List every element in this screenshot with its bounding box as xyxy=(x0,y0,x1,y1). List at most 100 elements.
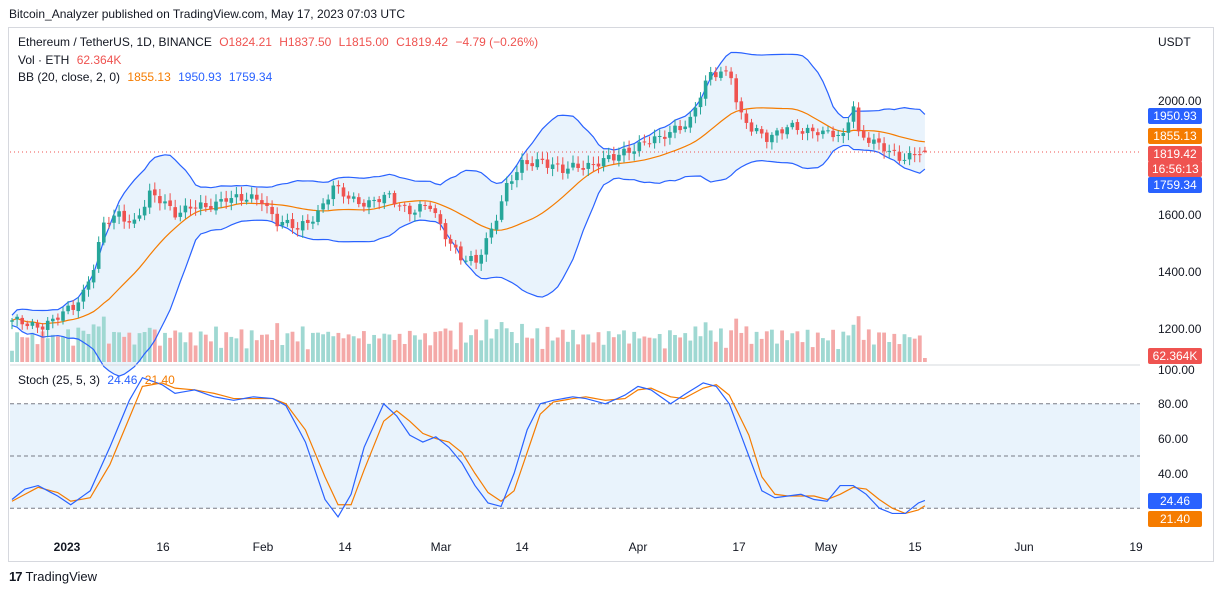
bb-lower-line xyxy=(11,144,926,377)
volume-bar xyxy=(499,322,504,362)
candle-body xyxy=(744,113,749,123)
candle-body xyxy=(576,163,580,169)
candle-body xyxy=(122,210,126,222)
candle-body xyxy=(413,212,417,215)
candle-body xyxy=(45,320,50,330)
volume-bar xyxy=(351,336,356,362)
volume-bar xyxy=(469,335,473,362)
candle-body xyxy=(321,203,325,210)
volume-bar xyxy=(800,342,805,362)
candle-body xyxy=(821,130,825,135)
volume-bar xyxy=(815,332,820,362)
volume-bar xyxy=(56,336,60,362)
candle-body xyxy=(561,164,565,173)
candle-body xyxy=(668,132,672,138)
volume-bar xyxy=(275,323,280,362)
volume-bar xyxy=(433,331,438,362)
candle-body xyxy=(759,129,764,134)
candle-body xyxy=(392,192,397,205)
volume-bar xyxy=(209,341,213,362)
volume-bar xyxy=(785,340,790,362)
volume-bar xyxy=(668,330,672,362)
candle-body xyxy=(224,198,228,202)
volume-bar xyxy=(515,343,519,362)
candle-body xyxy=(555,163,560,165)
time-label-may15: 15 xyxy=(908,540,922,554)
stoch-tick-80: 80.00 xyxy=(1158,397,1189,411)
volume-bar xyxy=(688,340,693,362)
volume-bar xyxy=(341,338,346,362)
candle-body xyxy=(453,244,458,248)
candle-body xyxy=(754,128,759,132)
candle-body xyxy=(867,137,871,143)
candle-body xyxy=(617,154,621,161)
candle-body xyxy=(66,305,70,312)
volume-bar xyxy=(178,332,183,362)
volume-bar xyxy=(260,334,264,362)
volume-bar xyxy=(770,329,774,362)
candle-body xyxy=(280,221,285,226)
volume-bar xyxy=(617,334,621,362)
candle-body xyxy=(418,204,422,212)
volume-bar xyxy=(132,344,137,362)
volume-bar xyxy=(729,330,733,362)
volume-bar xyxy=(652,338,657,362)
candle-body xyxy=(387,193,392,195)
candle-body xyxy=(622,148,626,156)
candle-body xyxy=(887,150,891,152)
volume-bar xyxy=(203,334,208,362)
tradingview-brand[interactable]: 17 TradingView xyxy=(9,569,97,584)
candle-body xyxy=(336,185,341,187)
candle-body xyxy=(244,199,249,202)
candle-body xyxy=(443,223,448,240)
volume-bar xyxy=(836,349,841,362)
candle-body xyxy=(102,222,106,243)
bb-mid-line xyxy=(11,107,925,325)
candle-body xyxy=(448,239,453,244)
volume-bar xyxy=(703,322,708,362)
volume-bar xyxy=(346,334,351,362)
volume-bar xyxy=(76,327,81,362)
publish-header: Bitcoin_Analyzer published on TradingVie… xyxy=(9,7,406,21)
candle-body xyxy=(51,318,55,322)
volume-bar xyxy=(66,329,70,362)
volume-bar xyxy=(724,347,728,362)
ohlc-high: H1837.50 xyxy=(279,35,332,49)
volume-bar xyxy=(642,336,647,362)
volume-bar xyxy=(86,333,91,362)
bb-lower-tag: 1759.34 xyxy=(1148,177,1202,193)
candle-body xyxy=(153,189,157,196)
volume-bar xyxy=(861,339,866,362)
volume-bar xyxy=(581,334,586,362)
volume-bar xyxy=(719,328,723,362)
volume-bar xyxy=(239,329,244,362)
volume-bar xyxy=(810,347,815,362)
candle-body xyxy=(147,190,152,208)
volume-bar xyxy=(234,338,239,362)
candle-body xyxy=(81,289,86,302)
candle-body xyxy=(831,130,835,138)
volume-bar xyxy=(305,349,310,362)
volume-bar xyxy=(744,326,749,362)
candle-body xyxy=(729,71,733,79)
candle-body xyxy=(714,72,718,78)
volume-bar xyxy=(413,335,417,362)
candle-body xyxy=(433,208,438,214)
candle-body xyxy=(535,159,540,168)
candle-body xyxy=(76,302,81,312)
volume-bar xyxy=(163,332,167,362)
volume-bar xyxy=(142,332,147,362)
candle-body xyxy=(397,205,402,207)
volume-bar xyxy=(555,337,560,362)
candle-body xyxy=(71,304,75,310)
candle-body xyxy=(734,78,738,103)
volume-bar xyxy=(423,333,427,362)
volume-bar xyxy=(708,330,713,362)
volume-bar xyxy=(30,332,35,362)
time-label-feb: Feb xyxy=(252,540,274,554)
candle-body xyxy=(255,194,259,200)
candle-body xyxy=(688,116,693,128)
candle-body xyxy=(362,202,366,207)
time-label-feb14: 14 xyxy=(338,540,352,554)
